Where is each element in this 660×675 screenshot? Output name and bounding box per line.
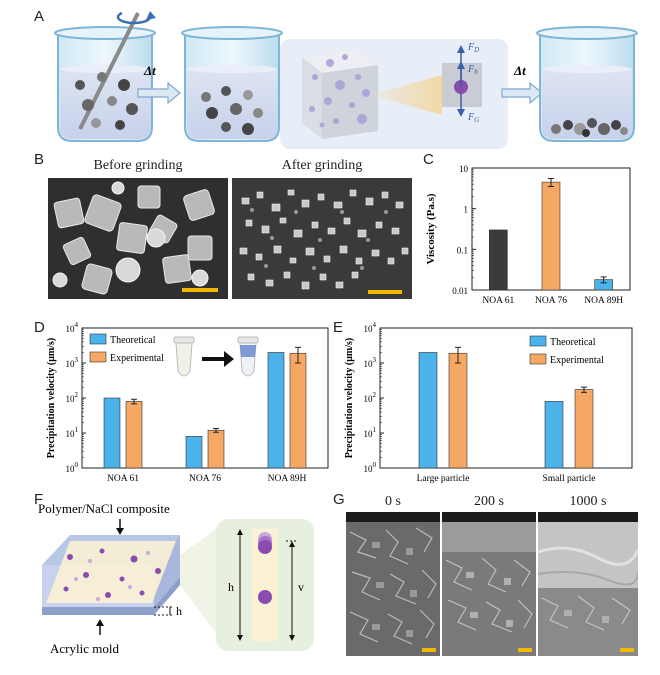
- y-tick-label: 0.01: [452, 286, 468, 296]
- y-tick-label: 101: [66, 426, 79, 439]
- zoom-inset: FD Fb FG: [280, 39, 508, 149]
- svg-text:FD: FD: [467, 42, 479, 54]
- bar: [489, 229, 508, 291]
- y-tick-label: 104: [66, 321, 79, 334]
- beaker-settling: [181, 26, 283, 142]
- x-tick-label: NOA 61: [107, 474, 139, 484]
- right-arrow-icon: [202, 351, 234, 367]
- beaker-stirring: [54, 11, 156, 142]
- x-tick-label: NOA 76: [189, 474, 221, 484]
- y-tick-label: 0.1: [457, 245, 468, 255]
- y-tick-label: 103: [66, 356, 79, 369]
- time-label-0s: 0 s: [385, 494, 401, 509]
- sem-after-grinding: [232, 178, 412, 299]
- bar: [544, 401, 564, 469]
- panel-label-a: A: [34, 8, 45, 25]
- bar: [207, 429, 225, 469]
- panel-label-d: D: [34, 319, 45, 336]
- dt-label-1: Δt: [143, 63, 156, 78]
- legend-swatch: [529, 335, 547, 347]
- bar: [103, 397, 121, 469]
- chart-c-viscosity: 0.01 0.1 1 10 Viscosity (Pa.s) NOA 61 NOA 76 NO…: [425, 164, 631, 306]
- force-g-label: F: [467, 112, 475, 123]
- svg-text:FG: FG: [467, 112, 479, 124]
- y-axis-label: Precipitation velocity (μm/s): [46, 338, 57, 458]
- y-axis-label: Precipitation velocity (μm/s): [344, 338, 355, 458]
- time-arrow-2: Δt: [501, 63, 543, 105]
- y-tick-label: 100: [364, 461, 377, 474]
- y-tick-label: 101: [364, 426, 377, 439]
- panel-label-f: F: [34, 491, 44, 508]
- bar: [541, 181, 561, 291]
- force-d-sub: D: [473, 46, 479, 54]
- panel-label-c: C: [423, 151, 434, 168]
- mold-label: Acrylic mold: [50, 641, 119, 656]
- y-tick-label: 10: [459, 164, 469, 174]
- legend-swatch: [529, 353, 547, 365]
- y-tick-label: 104: [364, 321, 377, 334]
- h-inner-label: h: [228, 580, 234, 594]
- bar: [448, 352, 468, 469]
- bar: [125, 401, 143, 469]
- legend-label: Theoretical: [110, 335, 156, 346]
- force-b-label: F: [467, 64, 475, 75]
- beaker-settled: [536, 26, 638, 142]
- force-g-sub: G: [474, 116, 479, 124]
- chart-d-precipitation: 100 101 102 103 104 Precipitation velocity (μ…: [46, 321, 329, 484]
- time-label-1000s: 1000 s: [569, 494, 607, 509]
- y-tick-label: 1: [464, 205, 469, 215]
- y-tick-label: 100: [66, 461, 79, 474]
- sem-before-grinding: [48, 178, 228, 299]
- time-label-200s: 200 s: [474, 494, 504, 509]
- time-arrow-1: Δt: [137, 63, 181, 105]
- vial-before-icon: [173, 336, 195, 377]
- bar: [289, 352, 307, 469]
- plot-frame: [379, 327, 633, 469]
- panel-label-e: E: [333, 319, 344, 336]
- h-side-label: h: [176, 604, 182, 618]
- sem-cross-section-0s: [346, 512, 440, 656]
- after-grinding-title: After grinding: [281, 158, 363, 173]
- v-inner-label: v: [298, 580, 304, 594]
- panel-label-g: G: [333, 491, 345, 508]
- panel-label-b: B: [34, 151, 45, 168]
- bar: [185, 436, 203, 469]
- svg-text:Fb: Fb: [467, 64, 478, 76]
- x-tick-label: NOA 76: [535, 296, 567, 306]
- y-tick-label: 103: [364, 356, 377, 369]
- dt-label-2: Δt: [513, 63, 526, 78]
- vial-after-icon: [237, 336, 259, 377]
- y-tick-label: 102: [66, 391, 79, 404]
- x-tick-label: NOA 89H: [584, 296, 623, 306]
- force-d-label: F: [467, 42, 475, 53]
- composite-label: Polymer/NaCl composite: [38, 501, 170, 516]
- legend-label: Experimental: [110, 353, 164, 364]
- sem-cross-section-1000s: [538, 512, 638, 656]
- legend-label: Theoretical: [550, 337, 596, 348]
- legend-swatch: [89, 333, 107, 345]
- sem-cross-section-200s: [442, 512, 536, 656]
- x-tick-label: Large particle: [417, 474, 470, 484]
- panel-f-schematic: Polymer/NaCl composite h Acrylic mold h …: [38, 501, 314, 656]
- bar: [267, 352, 285, 469]
- x-tick-label: NOA 61: [482, 296, 514, 306]
- x-tick-label: Small particle: [542, 474, 595, 484]
- before-grinding-title: Before grinding: [93, 158, 183, 173]
- y-axis-label: Viscosity (Pa.s): [425, 193, 437, 264]
- panel-a-schematic: Δt FD: [54, 11, 638, 149]
- vial-inset: [173, 336, 259, 377]
- bar: [574, 389, 594, 469]
- chart-e-precipitation: 100 101 102 103 104 Precipitation velocity (μ…: [344, 321, 633, 484]
- x-tick-label: NOA 89H: [268, 474, 307, 484]
- y-tick-label: 102: [364, 391, 377, 404]
- legend-label: Experimental: [550, 355, 604, 366]
- force-b-sub: b: [474, 68, 478, 76]
- bar: [418, 352, 438, 469]
- legend-swatch: [89, 351, 107, 363]
